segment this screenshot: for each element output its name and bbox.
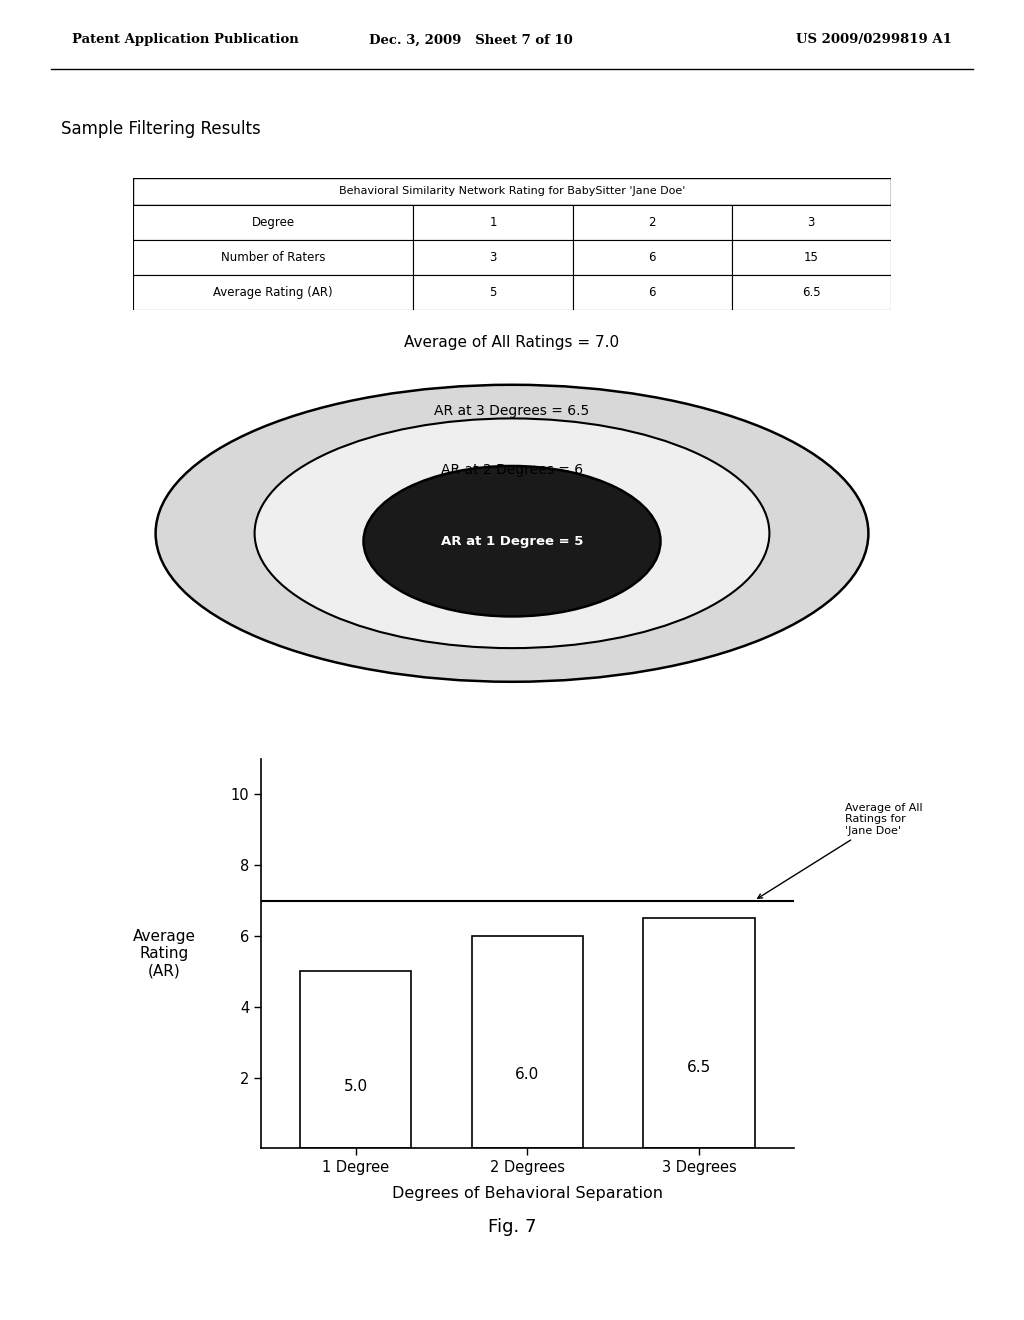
Bar bbox=[572, 205, 732, 240]
Text: Behavioral Similarity Network Rating for BabySitter 'Jane Doe': Behavioral Similarity Network Rating for… bbox=[339, 186, 685, 197]
Bar bbox=[643, 919, 755, 1148]
Bar bbox=[732, 240, 891, 275]
Text: 3: 3 bbox=[489, 251, 497, 264]
Bar bbox=[133, 240, 414, 275]
Bar bbox=[732, 205, 891, 240]
Bar bbox=[414, 240, 572, 275]
Y-axis label: Average
Rating
(AR): Average Rating (AR) bbox=[132, 929, 196, 978]
Bar bbox=[133, 205, 414, 240]
Bar bbox=[471, 936, 584, 1148]
Text: Dec. 3, 2009   Sheet 7 of 10: Dec. 3, 2009 Sheet 7 of 10 bbox=[370, 33, 572, 46]
Text: 6.0: 6.0 bbox=[515, 1067, 540, 1081]
Text: 6: 6 bbox=[648, 285, 656, 298]
Text: 6: 6 bbox=[648, 251, 656, 264]
Text: Sample Filtering Results: Sample Filtering Results bbox=[61, 120, 261, 137]
Text: 2: 2 bbox=[648, 215, 656, 228]
Text: 5: 5 bbox=[489, 285, 497, 298]
Bar bbox=[414, 205, 572, 240]
Text: Average of All
Ratings for
'Jane Doe': Average of All Ratings for 'Jane Doe' bbox=[758, 803, 923, 899]
Text: AR at 2 Degrees = 6: AR at 2 Degrees = 6 bbox=[441, 463, 583, 477]
Bar bbox=[133, 178, 891, 205]
Ellipse shape bbox=[364, 466, 660, 616]
Text: 6.5: 6.5 bbox=[802, 285, 820, 298]
Text: US 2009/0299819 A1: US 2009/0299819 A1 bbox=[797, 33, 952, 46]
Bar bbox=[414, 275, 572, 309]
Text: AR at 3 Degrees = 6.5: AR at 3 Degrees = 6.5 bbox=[434, 404, 590, 417]
Text: Average of All Ratings = 7.0: Average of All Ratings = 7.0 bbox=[404, 335, 620, 350]
Bar bbox=[732, 275, 891, 309]
Bar bbox=[572, 240, 732, 275]
Text: Fig. 7: Fig. 7 bbox=[487, 1218, 537, 1237]
Text: AR at 1 Degree = 5: AR at 1 Degree = 5 bbox=[440, 535, 584, 548]
Text: 6.5: 6.5 bbox=[687, 1060, 712, 1076]
Ellipse shape bbox=[156, 385, 868, 681]
Text: Patent Application Publication: Patent Application Publication bbox=[72, 33, 298, 46]
Text: Degree: Degree bbox=[252, 215, 295, 228]
Bar bbox=[572, 275, 732, 309]
Text: 1: 1 bbox=[489, 215, 497, 228]
Bar bbox=[133, 275, 414, 309]
Text: 15: 15 bbox=[804, 251, 819, 264]
Text: Number of Raters: Number of Raters bbox=[221, 251, 326, 264]
Text: 5.0: 5.0 bbox=[343, 1078, 368, 1094]
Text: Average Rating (AR): Average Rating (AR) bbox=[213, 285, 333, 298]
Bar bbox=[300, 972, 412, 1148]
Ellipse shape bbox=[255, 418, 769, 648]
Text: 3: 3 bbox=[808, 215, 815, 228]
X-axis label: Degrees of Behavioral Separation: Degrees of Behavioral Separation bbox=[392, 1187, 663, 1201]
